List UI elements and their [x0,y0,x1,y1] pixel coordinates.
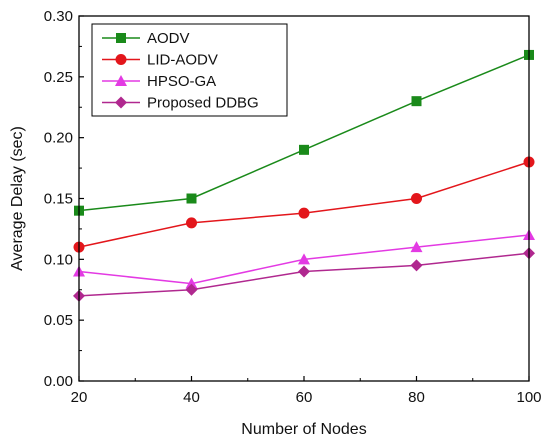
legend: AODV LID-AODV HPSO-GA Proposed DDBG [91,23,288,117]
x-tick-label: 80 [408,389,425,406]
series-hpso-ga [73,229,535,289]
x-tick-label: 60 [296,389,313,406]
axis-ticks: 0.00 0.05 0.10 0.15 0.20 0.25 0.30 20 40 60 80 100 [44,8,542,406]
x-axis-title: Number of Nodes [241,421,366,438]
y-tick-label: 0.10 [44,251,73,268]
legend-marker [115,96,127,109]
legend-label: AODV [147,30,190,47]
legend-label: HPSO-GA [147,73,216,90]
data-point [185,283,198,296]
data-point [299,144,309,155]
series-proposed-ddbg [73,247,535,302]
series-line [78,161,530,248]
data-point [186,217,197,229]
data-point [410,241,423,253]
y-axis-title: Average Delay (sec) [9,126,26,271]
data-point [298,265,310,278]
y-tick-label: 0.20 [44,130,73,147]
data-point [298,207,310,219]
data-point [411,96,422,107]
y-tick-label: 0.30 [44,8,73,25]
legend-marker [115,75,127,86]
series-lid-aodv [73,156,535,253]
y-tick-label: 0.15 [44,191,73,208]
data-point [186,193,197,204]
legend-marker [116,33,126,43]
plot-area [73,49,535,302]
x-tick-label: 40 [183,389,200,406]
data-point [298,253,310,265]
data-point [185,277,198,289]
legend-marker [115,54,127,65]
y-tick-label: 0.05 [44,312,73,329]
legend-label: LID-AODV [147,52,218,69]
x-tick-label: 20 [71,389,88,406]
x-tick-label: 100 [516,389,541,406]
data-point [411,193,422,204]
y-tick-label: 0.00 [44,373,73,390]
data-point [410,259,423,272]
y-tick-label: 0.25 [44,69,73,86]
legend-label: Proposed DDBG [147,95,259,112]
